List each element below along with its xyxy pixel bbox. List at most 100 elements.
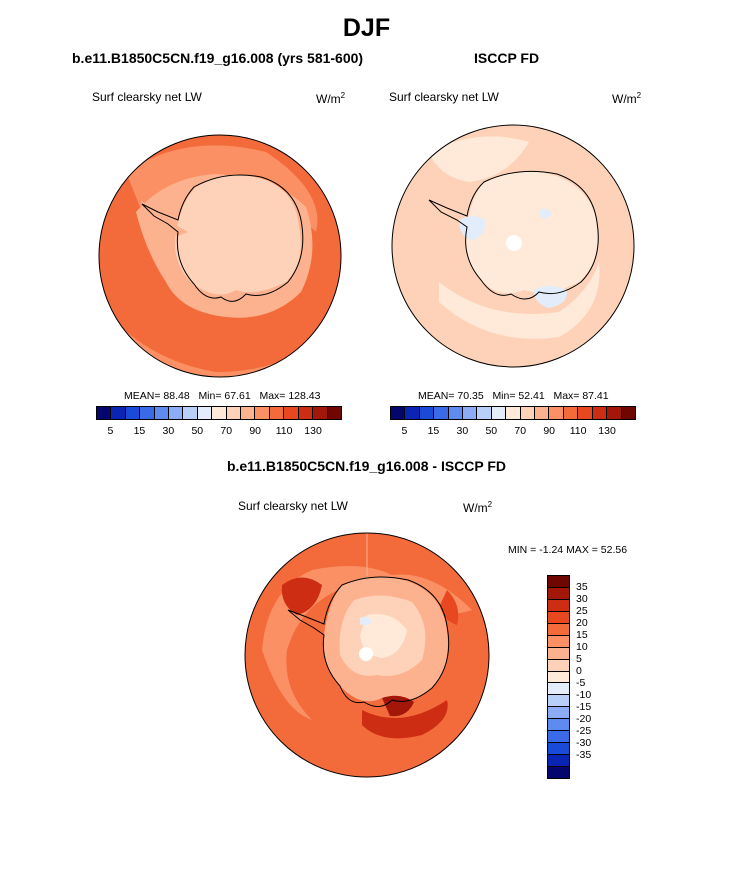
colorbar-swatch	[154, 407, 170, 419]
colorbar-tick-label: 130	[598, 425, 616, 437]
colorbar-swatch	[434, 407, 449, 419]
panel2-title: ISCCP FD	[474, 50, 540, 66]
colorbar-swatch	[111, 407, 126, 419]
colorbar-swatch	[477, 407, 492, 419]
colorbar-swatch	[313, 407, 328, 419]
colorbar-tick-label: 110	[275, 425, 293, 437]
panel1-title: b.e11.B1850C5CN.f19_g16.008 (yrs 581-600…	[72, 50, 364, 66]
panel2-units: W/m2	[612, 91, 642, 107]
colorbar-swatch	[255, 407, 270, 419]
colorbar-swatch	[548, 683, 569, 696]
colorbar-tick-label: 10	[576, 641, 588, 653]
panel1-colorbar	[96, 406, 342, 420]
colorbar-tick-label: 35	[576, 581, 588, 593]
colorbar-swatch	[241, 407, 256, 419]
colorbar-swatch	[548, 719, 569, 732]
panel2-continent-fill	[465, 171, 598, 294]
colorbar-tick-label: 90	[543, 425, 556, 437]
figure-title: DJF	[342, 14, 391, 42]
colorbar-tick-label: 5	[107, 425, 114, 437]
colorbar-swatch	[169, 407, 184, 419]
colorbar-tick-label: 50	[485, 425, 498, 437]
colorbar-swatch	[548, 767, 569, 778]
colorbar-tick-label: 90	[249, 425, 262, 437]
panel3-lighter-ring	[262, 566, 472, 720]
panel1-antarctic-coastline	[141, 174, 304, 302]
panel1-polar-map	[98, 134, 342, 378]
panel2-stats: MEAN= 70.35 Min= 52.41 Max= 87.41	[418, 390, 609, 402]
colorbar-tick-label: -25	[576, 725, 592, 737]
colorbar-tick-label: 20	[576, 617, 588, 629]
colorbar-tick-label: 130	[304, 425, 322, 437]
colorbar-swatch	[269, 407, 285, 419]
panel1-mean: MEAN= 88.48	[124, 390, 190, 402]
colorbar-swatch	[548, 635, 569, 648]
colorbar-swatch	[391, 407, 406, 419]
colorbar-swatch	[125, 407, 141, 419]
colorbar-swatch	[548, 743, 569, 756]
panel2-pale-region-south	[439, 262, 600, 339]
colorbar-tick-label: -35	[576, 749, 592, 761]
panel1-variable-label: Surf clearsky net LW	[92, 90, 202, 104]
colorbar-tick-label: 5	[401, 425, 408, 437]
colorbar-tick-label: -15	[576, 701, 592, 713]
colorbar-tick-label: 15	[133, 425, 146, 437]
colorbar-tick-label: -5	[576, 677, 586, 689]
panel3-polar-map	[244, 532, 490, 778]
panel1-map-boundary	[98, 134, 342, 378]
colorbar-tick-label: 30	[456, 425, 469, 437]
panel3-pole-hole	[359, 647, 373, 661]
panel3-minmax: MIN = -1.24 MAX = 52.56	[508, 544, 628, 556]
colorbar-swatch	[506, 407, 521, 419]
panel2-blue-patch-3	[539, 208, 552, 219]
panel2-map-boundary	[391, 124, 635, 368]
panel1-units: W/m2	[316, 91, 346, 107]
colorbar-swatch	[535, 407, 550, 419]
colorbar-swatch	[592, 407, 608, 419]
colorbar-swatch	[419, 407, 435, 419]
panel3-darker-patches-north	[281, 577, 322, 615]
panel2-min: Min= 52.41	[492, 390, 545, 402]
colorbar-swatch	[548, 623, 569, 636]
colorbar-swatch	[563, 407, 579, 419]
colorbar-swatch	[212, 407, 227, 419]
panel3-blue-patch	[360, 616, 372, 626]
colorbar-swatch	[226, 407, 242, 419]
colorbar-swatch	[548, 599, 569, 612]
panel1-lighter-band	[126, 145, 318, 232]
colorbar-swatch	[548, 647, 569, 660]
panel1-peninsula	[141, 200, 188, 236]
colorbar-swatch	[621, 407, 635, 419]
colorbar-tick-label: 70	[220, 425, 233, 437]
colorbar-swatch	[405, 407, 420, 419]
panel2-pole-hole	[506, 235, 522, 251]
panel2-colorbar-ticks: 5 15 30 50 70 90 110 130	[390, 425, 636, 439]
panel2-mean: MEAN= 70.35	[418, 390, 484, 402]
panel2-polar-map	[391, 124, 635, 368]
panel3-map-boundary	[244, 532, 490, 778]
colorbar-swatch	[548, 659, 569, 672]
colorbar-tick-label: 5	[576, 653, 582, 665]
panel1-colorbar-ticks: 5 15 30 50 70 90 110 130	[96, 425, 342, 439]
colorbar-swatch	[548, 695, 569, 708]
panel3-variable-label: Surf clearsky net LW	[238, 499, 348, 513]
colorbar-swatch	[548, 576, 569, 588]
colorbar-tick-label: 15	[576, 629, 588, 641]
colorbar-swatch	[548, 707, 569, 720]
colorbar-swatch	[520, 407, 536, 419]
panel2-pale-region-north	[429, 136, 529, 182]
colorbar-swatch	[140, 407, 155, 419]
colorbar-tick-label: 15	[427, 425, 440, 437]
colorbar-swatch	[548, 611, 569, 624]
panel3-antarctic-coastline	[287, 576, 450, 707]
colorbar-swatch	[549, 407, 564, 419]
colorbar-swatch	[97, 407, 112, 419]
panel1-stats: MEAN= 88.48 Min= 67.61 Max= 128.43	[124, 390, 320, 402]
colorbar-tick-label: -10	[576, 689, 592, 701]
panel3-south-dark	[362, 700, 448, 739]
colorbar-swatch	[548, 671, 569, 684]
colorbar-tick-label: 25	[576, 605, 588, 617]
colorbar-swatch	[491, 407, 507, 419]
colorbar-swatch	[578, 407, 593, 419]
colorbar-swatch	[197, 407, 213, 419]
